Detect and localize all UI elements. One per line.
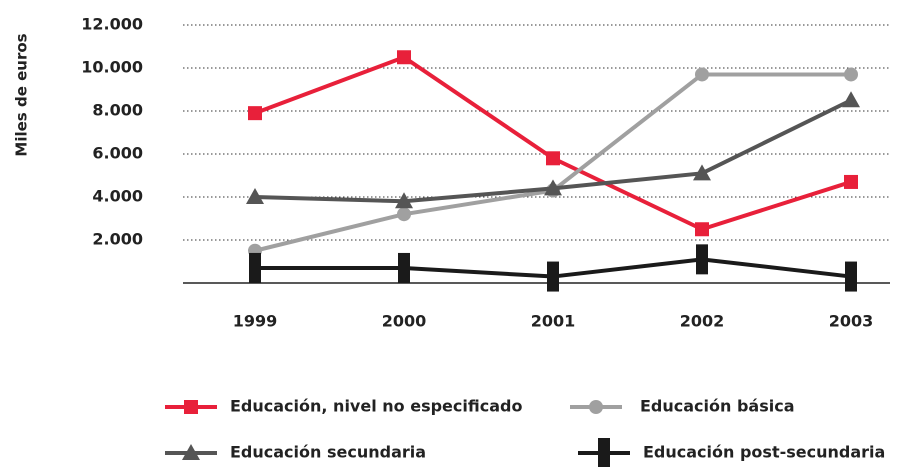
y-tick-label: 4.000 bbox=[92, 187, 143, 206]
data-point bbox=[547, 261, 559, 292]
data-point bbox=[842, 91, 860, 108]
y-tick-label: 8.000 bbox=[92, 101, 143, 120]
x-tick-label: 1999 bbox=[233, 312, 278, 331]
data-point bbox=[844, 67, 858, 82]
y-tick-label: 10.000 bbox=[81, 58, 143, 77]
legend-marker bbox=[598, 438, 610, 467]
data-point bbox=[845, 261, 857, 292]
data-point bbox=[397, 50, 411, 65]
data-point bbox=[696, 244, 708, 275]
data-point bbox=[544, 179, 562, 196]
data-point bbox=[844, 174, 858, 189]
y-tick-label: 6.000 bbox=[92, 144, 143, 163]
legend-label: Educación post-secundaria bbox=[643, 443, 885, 462]
x-tick-label: 2000 bbox=[382, 312, 427, 331]
legend-label: Educación básica bbox=[640, 397, 795, 416]
data-point bbox=[546, 151, 560, 166]
data-point bbox=[695, 222, 709, 237]
data-point bbox=[397, 207, 411, 222]
data-point bbox=[695, 67, 709, 82]
data-point bbox=[395, 192, 413, 209]
legend-marker bbox=[184, 400, 198, 414]
x-tick-label: 2002 bbox=[680, 312, 725, 331]
data-point bbox=[398, 252, 410, 283]
y-tick-label: 12.000 bbox=[81, 15, 143, 34]
data-point bbox=[693, 164, 711, 181]
legend-marker bbox=[589, 400, 603, 414]
x-tick-label: 2003 bbox=[829, 312, 874, 331]
y-axis-label: Miles de euros bbox=[13, 33, 31, 156]
y-tick-label: 2.000 bbox=[92, 230, 143, 249]
x-tick-label: 2001 bbox=[531, 312, 576, 331]
legend-label: Educación secundaria bbox=[230, 443, 426, 462]
data-point bbox=[248, 106, 262, 121]
legend-label: Educación, nivel no especificado bbox=[230, 397, 522, 416]
data-point bbox=[246, 188, 264, 204]
data-point bbox=[249, 252, 261, 283]
legend-marker bbox=[182, 444, 200, 460]
